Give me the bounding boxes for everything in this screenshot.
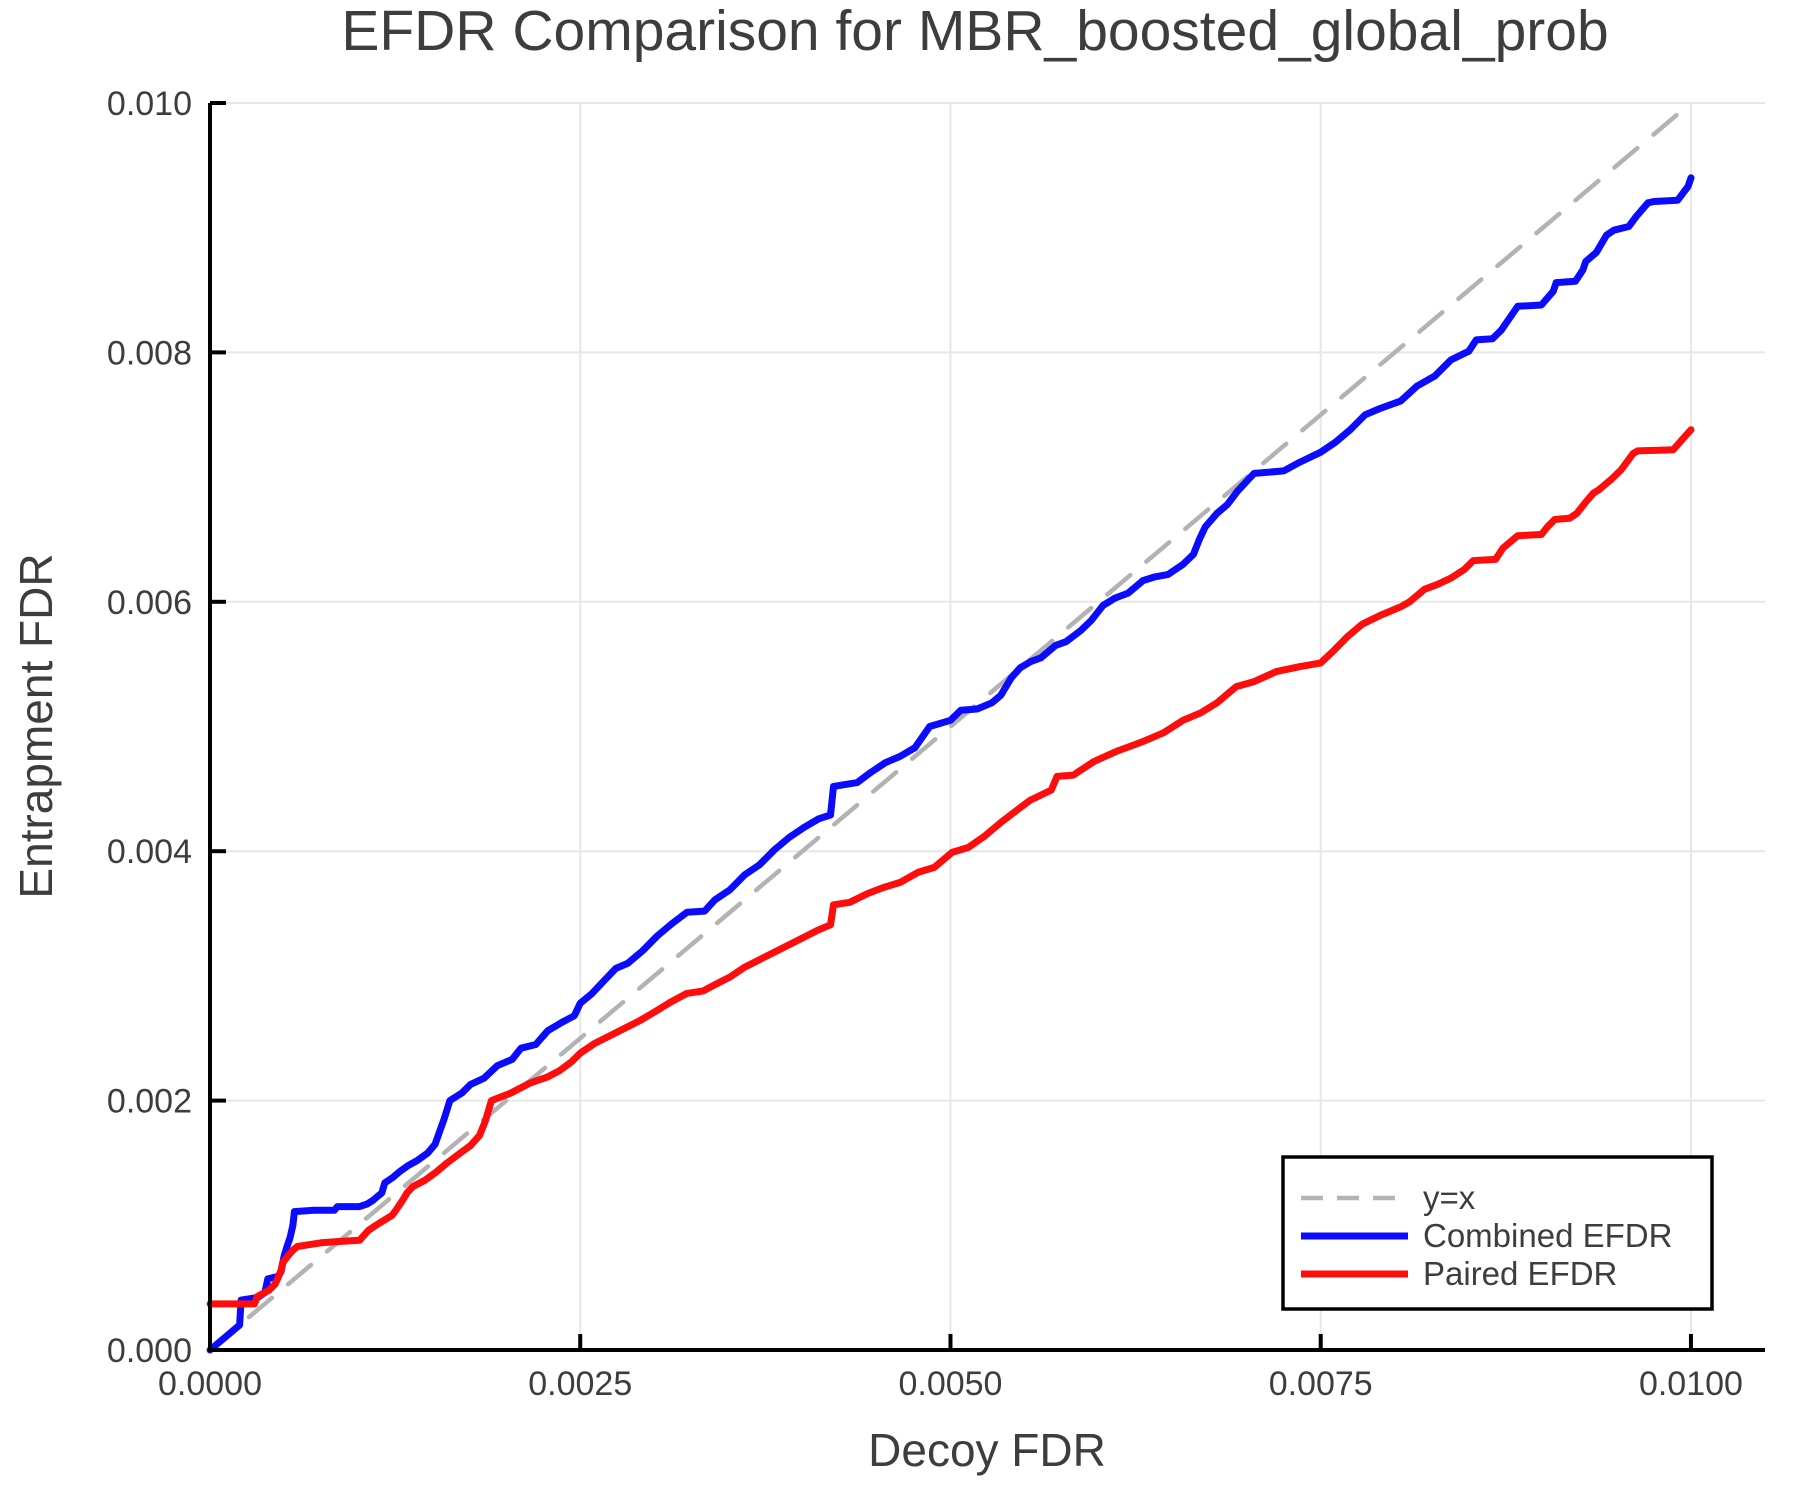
y-axis-label: Entrapment FDR	[10, 553, 62, 898]
x-tick-label: 0.0025	[528, 1365, 632, 1403]
series-layer	[206, 100, 1695, 1354]
y-tick-label: 0.002	[107, 1083, 192, 1121]
tick-labels-layer: 0.0000 0.0025 0.0050 0.0075 0.0100 0.000 0.002…	[107, 85, 1743, 1403]
chart-title: EFDR Comparison for MBR_boosted_global_p…	[341, 0, 1608, 63]
y-tick-label: 0.008	[107, 334, 192, 372]
gridlines-layer	[210, 102, 1765, 1350]
y-tick-label: 0.006	[107, 584, 192, 622]
legend-label: Combined EFDR	[1423, 1217, 1672, 1254]
legend-label: y=x	[1423, 1179, 1476, 1216]
x-tick-label: 0.0100	[1639, 1365, 1743, 1403]
x-tick-label: 0.0050	[898, 1365, 1002, 1403]
y-tick-label: 0.010	[107, 85, 192, 123]
y-tick-label: 0.000	[107, 1332, 192, 1370]
series-line-paired-efdr	[206, 426, 1695, 1308]
x-tick-label: 0.0000	[158, 1365, 262, 1403]
y-tick-label: 0.004	[107, 833, 192, 871]
legend-label: Paired EFDR	[1423, 1255, 1617, 1292]
series-line-y-x	[207, 100, 1694, 1353]
series-line-combined-efdr	[206, 174, 1695, 1354]
x-tick-label: 0.0075	[1269, 1365, 1373, 1403]
x-axis-label: Decoy FDR	[868, 1424, 1106, 1476]
